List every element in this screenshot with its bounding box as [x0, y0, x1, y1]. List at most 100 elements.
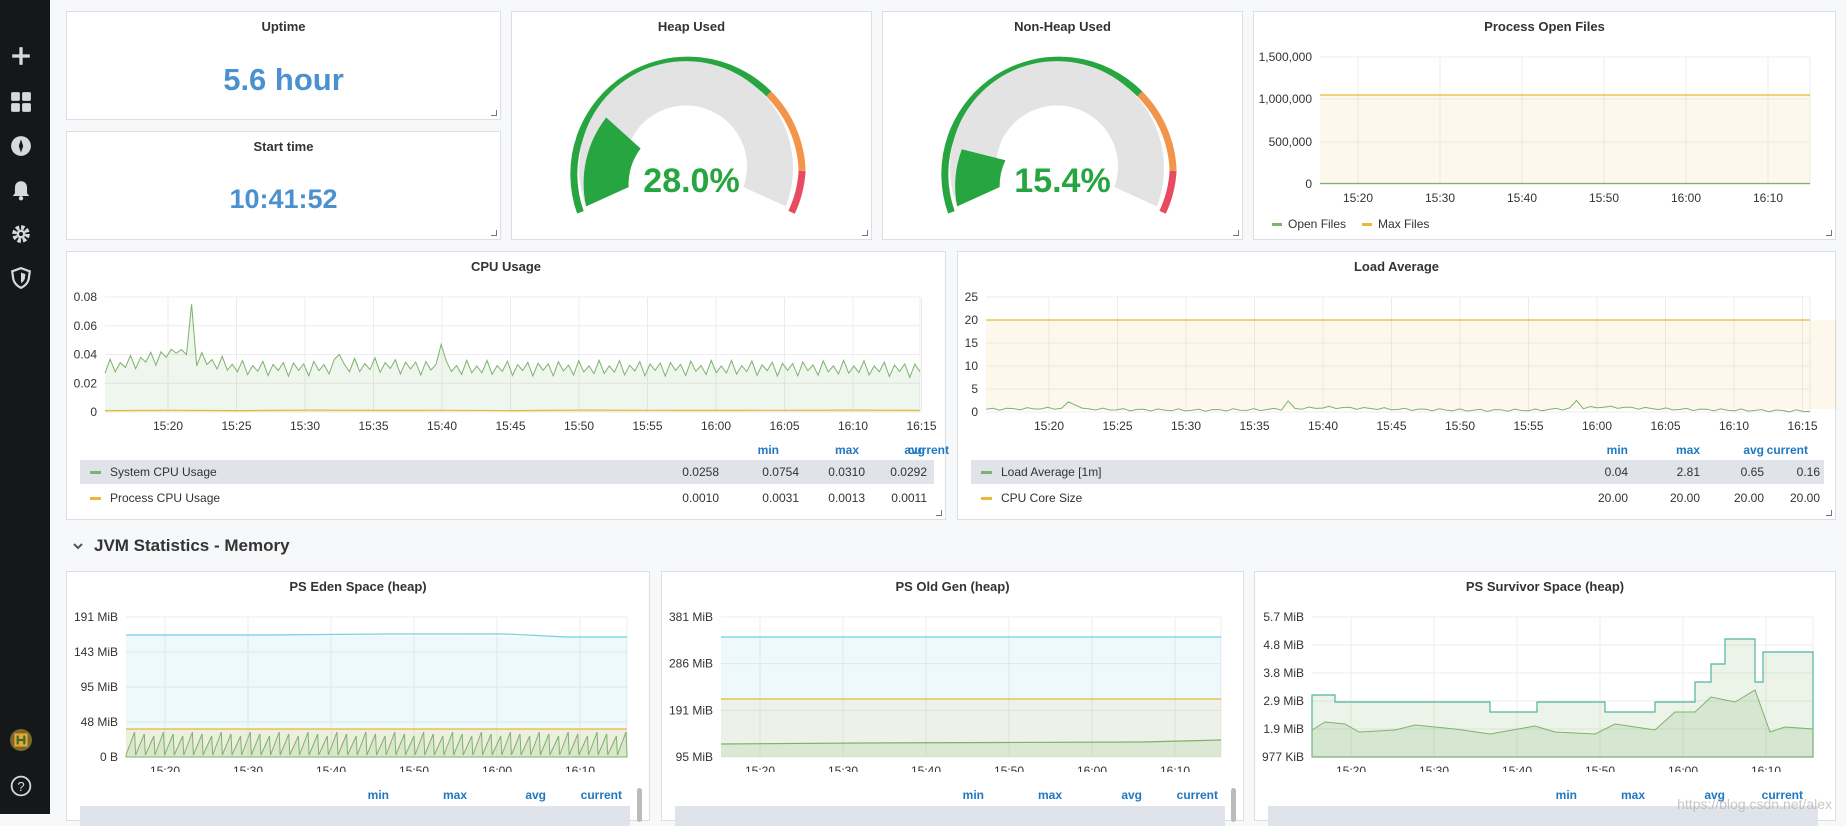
legend-open-files[interactable]: Open Files — [1272, 217, 1346, 231]
panel-title[interactable]: Start time — [253, 139, 314, 154]
panel-title[interactable]: Uptime — [261, 19, 306, 34]
col-min[interactable]: min — [962, 788, 984, 802]
x-tick: 16:10 — [1719, 419, 1749, 433]
gauge-threshold-green — [570, 56, 772, 214]
eden-max-line — [126, 633, 627, 638]
eden-space-panel: PS Eden Space (heap) 191 MiB 143 MiB 95 Mi… — [66, 571, 650, 826]
col-avg[interactable]: avg — [1743, 443, 1764, 457]
col-max[interactable]: max — [1620, 788, 1645, 802]
panel-title[interactable]: Heap Used — [657, 19, 726, 34]
value-avg: 20.00 — [1733, 491, 1764, 505]
x-tick: 15:50 — [399, 764, 429, 772]
x-tick: 16:00 — [1582, 419, 1612, 433]
x-tick: 15:20 — [1343, 191, 1373, 205]
x-tick: 15:35 — [358, 419, 388, 433]
system-cpu-line — [104, 304, 921, 379]
value-max: 20.00 — [1669, 491, 1700, 505]
col-avg[interactable]: avg — [1704, 788, 1725, 802]
panel-title[interactable]: Process Open Files — [1484, 19, 1605, 34]
col-max[interactable]: max — [1037, 788, 1062, 802]
row-header-jvm-memory[interactable]: JVM Statistics - Memory — [72, 536, 290, 556]
panel-title[interactable]: Load Average — [1353, 259, 1439, 274]
survivor-used-line — [1311, 689, 1814, 758]
help-icon[interactable]: ? — [7, 772, 35, 800]
legend-row[interactable] — [80, 806, 630, 826]
y-tick: 0 — [90, 405, 97, 419]
resize-handle[interactable] — [491, 110, 497, 116]
y-tick: 5.7 MiB — [1263, 610, 1304, 624]
scrollbar[interactable] — [637, 788, 642, 822]
x-tick: 15:45 — [1376, 419, 1406, 433]
col-min[interactable]: min — [367, 788, 389, 802]
x-tick: 15:50 — [994, 764, 1024, 772]
resize-handle[interactable] — [491, 230, 497, 236]
x-tick: 15:40 — [1507, 191, 1537, 205]
legend-row-load-average[interactable]: Load Average [1m] 0.04 2.81 0.65 0.16 — [971, 460, 1824, 484]
resize-handle[interactable] — [936, 510, 942, 516]
x-tick: 16:10 — [838, 419, 868, 433]
legend-row[interactable] — [675, 806, 1225, 826]
series-swatch — [90, 471, 101, 474]
col-min[interactable]: min — [1606, 443, 1628, 457]
col-max[interactable]: max — [834, 443, 859, 457]
col-current[interactable]: current — [907, 443, 949, 457]
grid — [986, 296, 1811, 413]
x-tick: 16:00 — [701, 419, 731, 433]
legend-row-system-cpu[interactable]: System CPU Usage 0.0258 0.0754 0.0310 0.… — [80, 460, 934, 484]
col-current[interactable]: current — [580, 788, 622, 802]
max-files-area — [1320, 95, 1810, 184]
x-tick: 16:15 — [906, 419, 936, 433]
col-max[interactable]: max — [1675, 443, 1700, 457]
settings-icon[interactable] — [7, 220, 35, 248]
explore-icon[interactable] — [7, 132, 35, 160]
old-used-line — [720, 739, 1222, 745]
legend-max-files[interactable]: Max Files — [1362, 217, 1429, 231]
col-avg[interactable]: avg — [904, 443, 925, 457]
value-max: 0.0031 — [762, 491, 799, 505]
gauge-fill — [955, 149, 1006, 207]
y-tick: 0.02 — [74, 376, 98, 390]
shield-icon[interactable] — [7, 264, 35, 292]
y-tick: 1,500,000 — [1259, 50, 1313, 64]
col-current[interactable]: current — [1766, 443, 1808, 457]
chevron-down-icon[interactable] — [72, 540, 84, 552]
heap-used-value: 28.0% — [643, 162, 740, 200]
scrollbar[interactable] — [1231, 788, 1236, 822]
resize-handle[interactable] — [1826, 510, 1832, 516]
old-gen-chart: 381 MiB 286 MiB 191 MiB 95 MiB 15:20 15:30 15… — [669, 610, 1222, 772]
open-files-chart: 1,500,000 1,000,000 500,000 0 15:20 15:3… — [1259, 50, 1811, 205]
col-max[interactable]: max — [442, 788, 467, 802]
x-tick: 15:25 — [221, 419, 251, 433]
col-min[interactable]: min — [757, 443, 779, 457]
resize-handle[interactable] — [1233, 230, 1239, 236]
series-name: CPU Core Size — [1001, 491, 1083, 505]
col-current[interactable]: current — [1176, 788, 1218, 802]
legend-row-cpu-core-size[interactable]: CPU Core Size 20.00 20.00 20.00 20.00 — [971, 486, 1824, 510]
resize-handle[interactable] — [862, 230, 868, 236]
start-time-value: 10:41:52 — [229, 184, 338, 214]
resize-handle[interactable] — [1826, 230, 1832, 236]
panel-title[interactable]: Non-Heap Used — [1014, 19, 1111, 34]
y-tick: 48 MiB — [81, 715, 118, 729]
col-current[interactable]: current — [1761, 788, 1803, 802]
x-tick: 15:40 — [1502, 764, 1532, 772]
panel-title[interactable]: PS Survivor Space (heap) — [1465, 579, 1625, 594]
user-avatar[interactable] — [7, 726, 35, 754]
plus-icon[interactable] — [7, 42, 35, 70]
col-avg[interactable]: avg — [1121, 788, 1142, 802]
open-files-panel: Process Open Files 1,500,000 1,000,000 5… — [1253, 11, 1836, 240]
value-current: 0.16 — [1796, 465, 1820, 479]
x-tick: 16:05 — [769, 419, 799, 433]
panel-title[interactable]: PS Eden Space (heap) — [289, 579, 427, 594]
col-min[interactable]: min — [1555, 788, 1577, 802]
core-size-area — [986, 320, 1837, 409]
legend-row-process-cpu[interactable]: Process CPU Usage 0.0010 0.0031 0.0013 0… — [80, 486, 934, 510]
dashboards-icon[interactable] — [7, 88, 35, 116]
x-tick: 15:50 — [1445, 419, 1475, 433]
panel-title[interactable]: CPU Usage — [470, 259, 542, 274]
y-tick: 0.04 — [74, 348, 98, 362]
alerting-icon[interactable] — [7, 176, 35, 204]
col-avg[interactable]: avg — [525, 788, 546, 802]
panel-title[interactable]: PS Old Gen (heap) — [895, 579, 1010, 594]
gauge-threshold-orange — [766, 91, 806, 172]
